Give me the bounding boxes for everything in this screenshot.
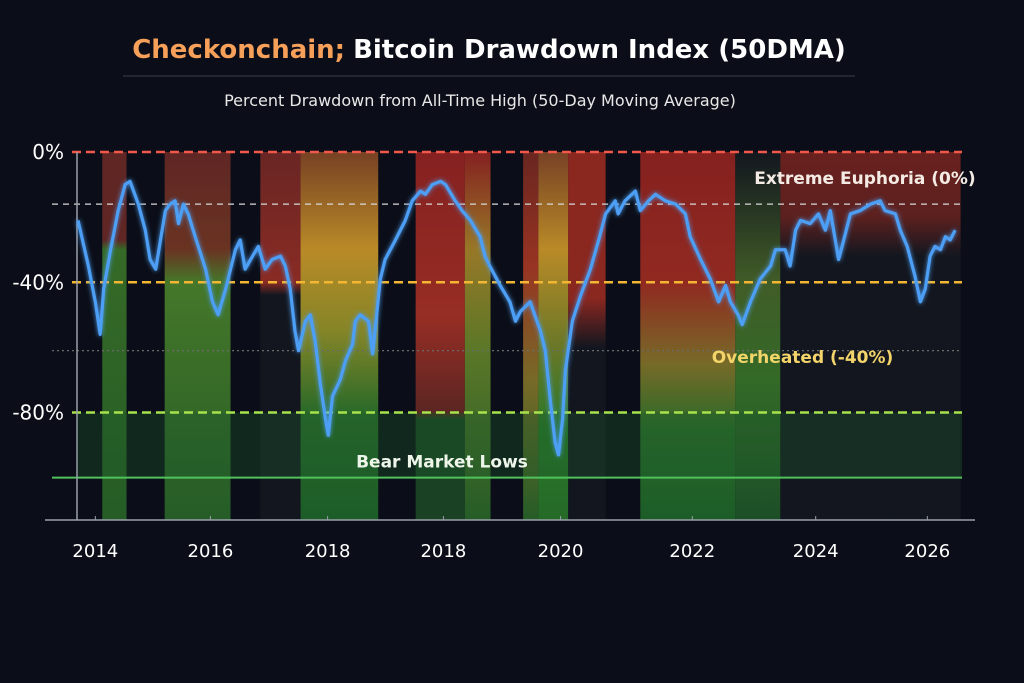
x-tick-label: 2022 [669,541,715,562]
cycle-band [464,152,491,520]
x-tick-labels: 2014 2016 2018 2018 2020 2022 2024 2026 [72,516,950,562]
x-tick-label: 2016 [188,541,234,562]
title-main: Bitcoin Drawdown Index (50DMA) [353,35,846,65]
x-tick-label: 2018 [420,541,466,562]
cycle-band [523,152,539,520]
y-tick-labels: 0% -40% -80% [12,140,64,425]
y-tick-label: -40% [12,270,64,294]
cycle-band [102,152,127,520]
zones [78,412,962,478]
cycle-band [415,152,465,520]
x-tick-label: 2020 [538,541,584,562]
cycle-band [640,152,736,520]
title-brand: Checkonchain; [132,35,345,65]
cycle-band [260,152,301,520]
cycle-band [780,152,961,520]
chart-title: Checkonchain; Bitcoin Drawdown Index (50D… [132,35,846,65]
axes [45,152,975,521]
x-tick-label: 2026 [904,541,950,562]
annotation-label: Bear Market Lows [356,452,528,472]
annotation-label: Extreme Euphoria (0%) [754,169,975,189]
chart-subtitle: Percent Drawdown from All-Time High (50-… [224,91,736,110]
cycle-band [735,152,781,520]
series [76,179,957,457]
x-tick-label: 2024 [793,541,839,562]
x-tick-label: 2018 [305,541,351,562]
y-tick-label: 0% [32,140,64,164]
reference-lines [52,150,962,479]
annotation-label: Overheated (-40%) [712,348,894,368]
bear-market-zone [78,412,962,478]
x-tick-label: 2014 [72,541,118,562]
cycle-band [568,152,606,520]
y-tick-label: -80% [12,401,64,425]
annotations: Extreme Euphoria (0%) Overheated (-40%) Be… [356,169,976,472]
